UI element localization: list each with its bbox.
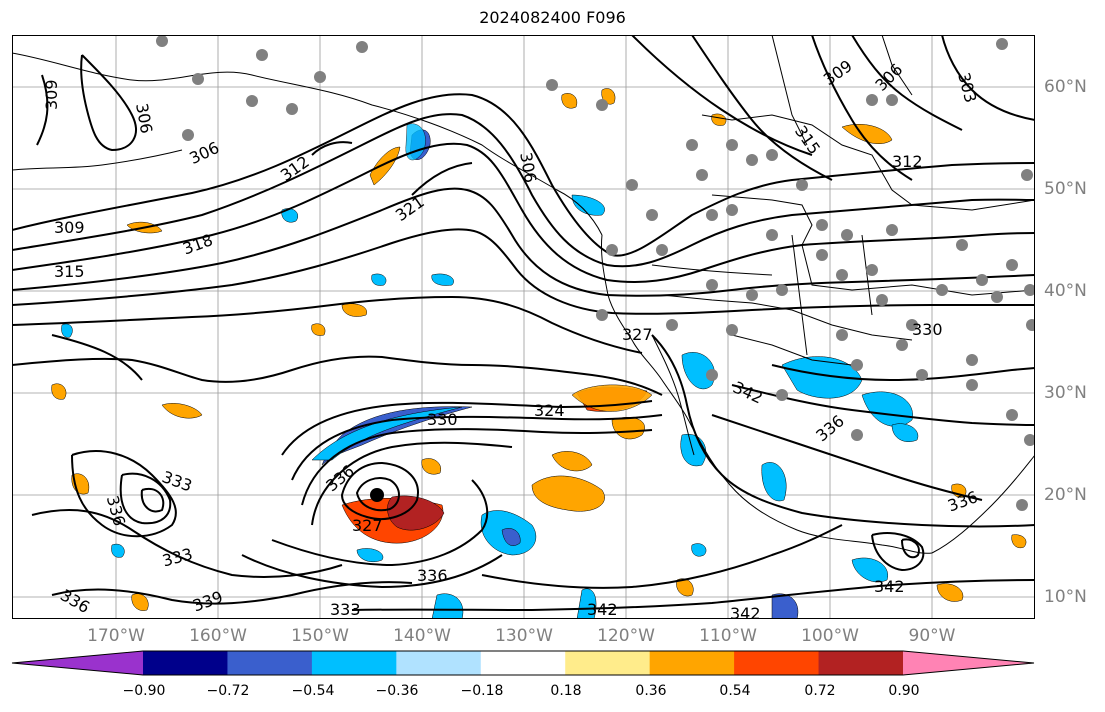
map-frame xyxy=(12,35,1035,619)
lon-label: 100°W xyxy=(801,626,859,646)
colorbar-tick-label: 0.72 xyxy=(804,683,836,699)
colorbar-tick-label: 0.36 xyxy=(635,683,667,699)
lat-label: 50°N xyxy=(1044,179,1087,199)
colorbar-tick-label: −0.54 xyxy=(291,683,335,699)
colorbar-tick-label: −0.36 xyxy=(375,683,419,699)
colorbar xyxy=(11,650,1035,676)
contour-label: 327 xyxy=(622,325,653,344)
colorbar-tick-label: −0.90 xyxy=(122,683,166,699)
colorbar-segment xyxy=(396,651,482,675)
colorbar-segment xyxy=(227,651,313,675)
lon-label: 160°W xyxy=(189,626,247,646)
lon-label: 140°W xyxy=(393,626,451,646)
contour-label: 327 xyxy=(352,516,383,535)
colorbar-tick-label: −0.18 xyxy=(460,683,504,699)
lat-label: 20°N xyxy=(1044,485,1087,505)
lon-label: 90°W xyxy=(908,626,956,646)
contour-label: 309 xyxy=(54,218,85,237)
colorbar-outline xyxy=(11,650,1035,676)
colorbar-tick-label: −0.72 xyxy=(206,683,250,699)
lon-label: 110°W xyxy=(699,626,757,646)
colorbar-segment xyxy=(311,651,397,675)
contour-label: 315 xyxy=(54,262,85,281)
contour-label: 330 xyxy=(427,410,458,429)
contour-label: 324 xyxy=(534,401,565,420)
low-center-marker xyxy=(370,488,384,502)
colorbar-segment xyxy=(818,651,904,675)
lat-label: 10°N xyxy=(1044,587,1087,607)
colorbar-tick-label: 0.54 xyxy=(719,683,751,699)
colorbar-extend-max xyxy=(903,651,1034,675)
contour-label: 330 xyxy=(912,320,943,339)
lon-label: 130°W xyxy=(495,626,553,646)
contour-label: 342 xyxy=(874,577,905,596)
contour-label: 336 xyxy=(417,566,448,585)
lon-label: 170°W xyxy=(87,626,145,646)
coastlines xyxy=(12,35,1035,554)
contour-label: 342 xyxy=(730,604,761,619)
lat-label: 40°N xyxy=(1044,281,1087,301)
lat-label: 30°N xyxy=(1044,383,1087,403)
height-contours xyxy=(12,35,1035,612)
colorbar-tick-label: 0.18 xyxy=(550,683,582,699)
contour-label: 312 xyxy=(892,152,923,171)
colorbar-segment xyxy=(480,651,566,675)
station-dots xyxy=(156,35,1035,511)
graticule xyxy=(12,35,1035,619)
colorbar-tick-label: 0.90 xyxy=(888,683,920,699)
colorbar-segment xyxy=(734,651,820,675)
lon-label: 150°W xyxy=(291,626,349,646)
colorbar-segment xyxy=(143,651,228,675)
map-title: 2024082400 F096 xyxy=(479,8,626,27)
colorbar-segment xyxy=(649,651,735,675)
contour-label: 342 xyxy=(587,600,618,619)
colorbar-segment xyxy=(565,651,651,675)
weather-map: 309 306 306 306 312 321 318 309 315 330 … xyxy=(12,35,1035,619)
colorbar-extend-min xyxy=(12,651,143,675)
lat-label: 60°N xyxy=(1044,77,1087,97)
lon-label: 120°W xyxy=(597,626,655,646)
contour-label: 309 xyxy=(42,79,61,110)
contour-label: 333 xyxy=(330,600,361,619)
